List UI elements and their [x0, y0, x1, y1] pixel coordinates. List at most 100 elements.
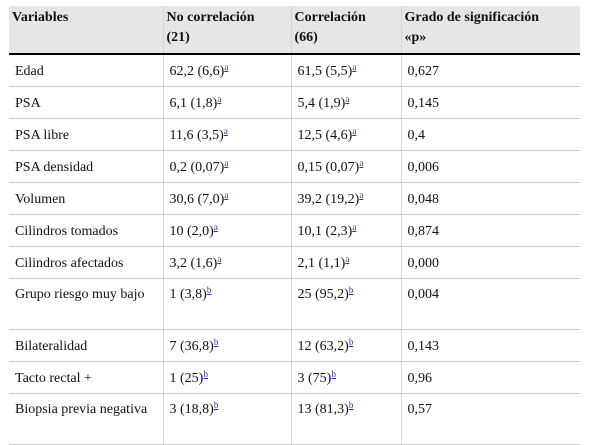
cell-variable: Edad [9, 54, 163, 87]
value-correlacion: 12,5 (4,6) [297, 128, 353, 143]
footnote-link[interactable]: a [224, 62, 229, 72]
cell-p-value: 0,874 [400, 214, 580, 247]
footnote-link[interactable]: b [348, 400, 354, 410]
cell-variable: PSA densidad [9, 150, 163, 183]
footnote-link[interactable]: b [203, 369, 208, 379]
value-correlacion: 5,4 (1,9) [297, 96, 346, 111]
footnote-link[interactable]: a [359, 190, 364, 200]
value-no-correlacion: 11,6 (3,5) [169, 128, 224, 143]
footnote-link[interactable]: a [213, 222, 218, 232]
table-row: Edad 62,2 (6,6)a 61,5 (5,5)a 0,627 [9, 54, 580, 87]
table-row: Biopsia previa negativa 3 (18,8)b 13 (81,3… [9, 393, 580, 445]
cell-variable: Tacto rectal + [9, 361, 163, 394]
footnote-link[interactable]: a [223, 126, 228, 136]
cell-variable: Volumen [9, 182, 163, 215]
cell-correlacion: 12 (63,2)b [290, 329, 401, 362]
footnote-link[interactable]: a [352, 126, 357, 136]
table-row: Cilindros afectados 3,2 (1,6)a 2,1 (1,1)a 0… [9, 246, 580, 279]
cell-correlacion: 2,1 (1,1)a [290, 246, 401, 279]
footnote-link[interactable]: a [352, 222, 357, 232]
cell-no-correlacion: 30,6 (7,0)a [162, 182, 291, 215]
value-correlacion: 61,5 (5,5) [297, 64, 353, 79]
value-correlacion: 13 (81,3) [297, 402, 349, 417]
cell-no-correlacion: 62,2 (6,6)a [162, 54, 291, 87]
footnote-link[interactable]: b [213, 400, 219, 410]
footnote-link[interactable]: b [331, 369, 336, 379]
header-correlacion-line2: (66) [294, 30, 318, 45]
cell-p-value: 0,4 [400, 118, 580, 151]
value-no-correlacion: 1 (25) [169, 371, 204, 386]
cell-p-value: 0,006 [400, 150, 580, 183]
cell-no-correlacion: 3 (18,8)b [162, 393, 291, 445]
footnote-link[interactable]: a [217, 254, 222, 264]
cell-p-value: 0,143 [400, 329, 580, 362]
cell-variable: Biopsia previa negativa [9, 393, 163, 445]
cell-variable: Grupo riesgo muy bajo [9, 278, 163, 330]
cell-variable: PSA [9, 86, 163, 119]
footnote-link[interactable]: a [345, 254, 350, 264]
footnote-link[interactable]: b [348, 337, 354, 347]
cell-p-value: 0,048 [400, 182, 580, 215]
footnote-link[interactable]: b [213, 337, 219, 347]
header-variables-text: Variables [12, 10, 69, 25]
footnote-link[interactable]: b [348, 285, 354, 295]
header-no-correlacion: No correlación (21) [162, 6, 291, 55]
footnote-link[interactable]: a [359, 158, 364, 168]
header-correlacion: Correlación (66) [290, 6, 401, 55]
footnote-link[interactable]: a [352, 62, 357, 72]
cell-correlacion: 0,15 (0,07)a [290, 150, 401, 183]
value-correlacion: 3 (75) [297, 371, 332, 386]
table-row: Volumen 30,6 (7,0)a 39,2 (19,2)a 0,048 [9, 182, 580, 215]
data-table: Variables No correlación (21) Correlación… [9, 6, 580, 445]
value-no-correlacion: 62,2 (6,6) [169, 64, 225, 79]
cell-correlacion: 61,5 (5,5)a [290, 54, 401, 87]
value-no-correlacion: 6,1 (1,8) [169, 96, 218, 111]
footnote-link[interactable]: a [217, 94, 222, 104]
cell-correlacion: 12,5 (4,6)a [290, 118, 401, 151]
value-correlacion: 0,15 (0,07) [297, 160, 360, 175]
table-row: Tacto rectal +1 (25)b 3 (75)b 0,96 [9, 361, 580, 394]
cell-correlacion: 25 (95,2)b [290, 278, 401, 330]
cell-p-value: 0,004 [400, 278, 580, 330]
cell-no-correlacion: 7 (36,8)b [162, 329, 291, 362]
table-row: PSA densidad 0,2 (0,07)a 0,15 (0,07)a 0,006 [9, 150, 580, 183]
table-row: PSA libre 11,6 (3,5)a 12,5 (4,6)a 0,4 [9, 118, 580, 151]
header-significacion: Grado de significación «p» [400, 6, 580, 55]
cell-correlacion: 39,2 (19,2)a [290, 182, 401, 215]
cell-no-correlacion: 1 (3,8)b [162, 278, 291, 330]
header-significacion-line2: «p» [404, 30, 427, 45]
header-significacion-line1: Grado de significación [404, 10, 540, 25]
cell-p-value: 0,145 [400, 86, 580, 119]
cell-p-value: 0,57 [400, 393, 580, 445]
table-header: Variables No correlación (21) Correlación… [9, 6, 580, 55]
value-correlacion: 25 (95,2) [297, 287, 349, 302]
table-row: Grupo riesgo muy bajo 1 (3,8)b 25 (95,2)b 0… [9, 278, 580, 330]
cell-no-correlacion: 6,1 (1,8)a [162, 86, 291, 119]
value-no-correlacion: 0,2 (0,07) [169, 160, 225, 175]
footnote-link[interactable]: a [345, 94, 350, 104]
cell-variable: PSA libre [9, 118, 163, 151]
footnote-link[interactable]: b [206, 285, 212, 295]
value-correlacion: 2,1 (1,1) [297, 256, 346, 271]
value-no-correlacion: 1 (3,8) [169, 287, 207, 302]
header-correlacion-line1: Correlación [294, 10, 366, 25]
header-no-correlacion-line2: (21) [166, 30, 190, 45]
value-no-correlacion: 7 (36,8) [169, 339, 214, 354]
value-no-correlacion: 3,2 (1,6) [169, 256, 218, 271]
value-no-correlacion: 3 (18,8) [169, 402, 214, 417]
cell-p-value: 0,96 [400, 361, 580, 394]
cell-no-correlacion: 10 (2,0)a [162, 214, 291, 247]
value-correlacion: 12 (63,2) [297, 339, 349, 354]
cell-no-correlacion: 0,2 (0,07)a [162, 150, 291, 183]
footnote-link[interactable]: a [224, 190, 229, 200]
cell-correlacion: 3 (75)b [290, 361, 401, 394]
value-no-correlacion: 30,6 (7,0) [169, 192, 225, 207]
table-row: Cilindros tomados 10 (2,0)a 10,1 (2,3)a 0,8… [9, 214, 580, 247]
cell-p-value: 0,627 [400, 54, 580, 87]
cell-no-correlacion: 1 (25)b [162, 361, 291, 394]
header-row: Variables No correlación (21) Correlación… [9, 6, 580, 55]
cell-variable: Bilateralidad [9, 329, 163, 362]
cell-correlacion: 5,4 (1,9)a [290, 86, 401, 119]
footnote-link[interactable]: a [224, 158, 229, 168]
cell-no-correlacion: 3,2 (1,6)a [162, 246, 291, 279]
